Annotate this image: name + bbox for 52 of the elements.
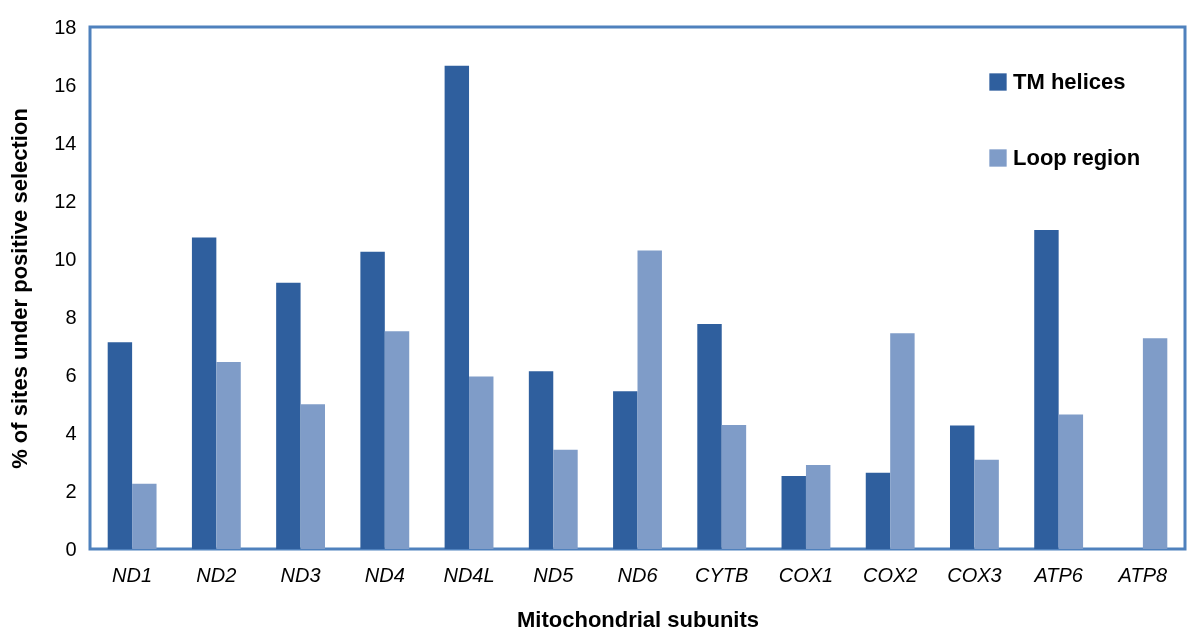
bar [469,376,494,549]
y-tick-label: 10 [54,247,77,270]
x-tick-label: COX3 [947,563,1002,586]
bar [865,472,891,549]
bar [805,464,831,549]
bar [384,331,410,549]
bar [637,250,662,549]
x-tick-label: ND1 [112,563,153,586]
bar [781,475,806,549]
bar [528,371,554,549]
bar [890,333,915,549]
bar [950,425,975,549]
bar [1058,414,1084,549]
bar [360,251,385,549]
bar [974,459,999,549]
bar [697,323,722,549]
bar [721,424,747,549]
y-tick-label: 8 [65,305,77,328]
x-tick-label: ND4L [443,563,495,586]
bar [216,361,241,549]
y-tick-label: 12 [54,189,77,212]
bar [444,65,470,549]
bar [107,342,133,549]
x-axis-title: Mitochondrial subunits [517,606,759,632]
y-tick-label: 6 [65,363,77,386]
y-tick-label: 0 [65,537,77,560]
x-tick-label: ND3 [280,563,321,586]
y-axis-title: % of sites under positive selection [7,108,33,469]
bar [132,483,157,549]
bar [553,449,578,549]
bar [1142,338,1168,549]
x-tick-label: ND6 [617,563,659,586]
y-tick-label: 4 [65,421,77,444]
x-tick-label: ND2 [196,563,237,586]
legend-label: TM helices [1013,69,1126,94]
x-tick-label: ND4 [364,563,405,586]
x-tick-label: ATP8 [1117,563,1168,586]
bar [191,237,217,549]
bar [613,391,638,549]
y-tick-label: 16 [54,73,77,96]
y-tick-label: 18 [54,15,77,38]
x-tick-label: COX1 [778,563,834,586]
legend-label: Loop region [1013,145,1141,170]
x-tick-label: COX2 [862,563,918,586]
x-tick-label: ATP6 [1033,563,1084,586]
y-tick-label: 2 [65,479,77,502]
x-tick-label: CYTB [695,563,749,586]
bar [1034,230,1059,549]
y-tick-label: 14 [54,131,77,154]
x-tick-label: ND5 [533,563,575,586]
bar [300,404,325,549]
bar [276,282,301,549]
